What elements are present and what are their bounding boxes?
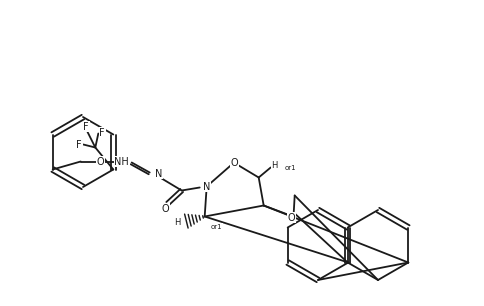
Text: H: H [272,161,278,170]
Text: O: O [231,158,239,167]
Text: F: F [100,128,105,137]
Text: H: H [175,218,181,227]
Text: O: O [162,203,169,214]
Text: N: N [203,181,210,192]
Text: N: N [155,169,162,178]
Text: F: F [84,121,89,132]
Text: or1: or1 [211,223,222,230]
Text: F: F [76,140,82,150]
Text: O: O [288,212,296,222]
Text: or1: or1 [285,165,296,170]
Text: O: O [97,156,105,166]
Text: NH: NH [114,156,129,166]
